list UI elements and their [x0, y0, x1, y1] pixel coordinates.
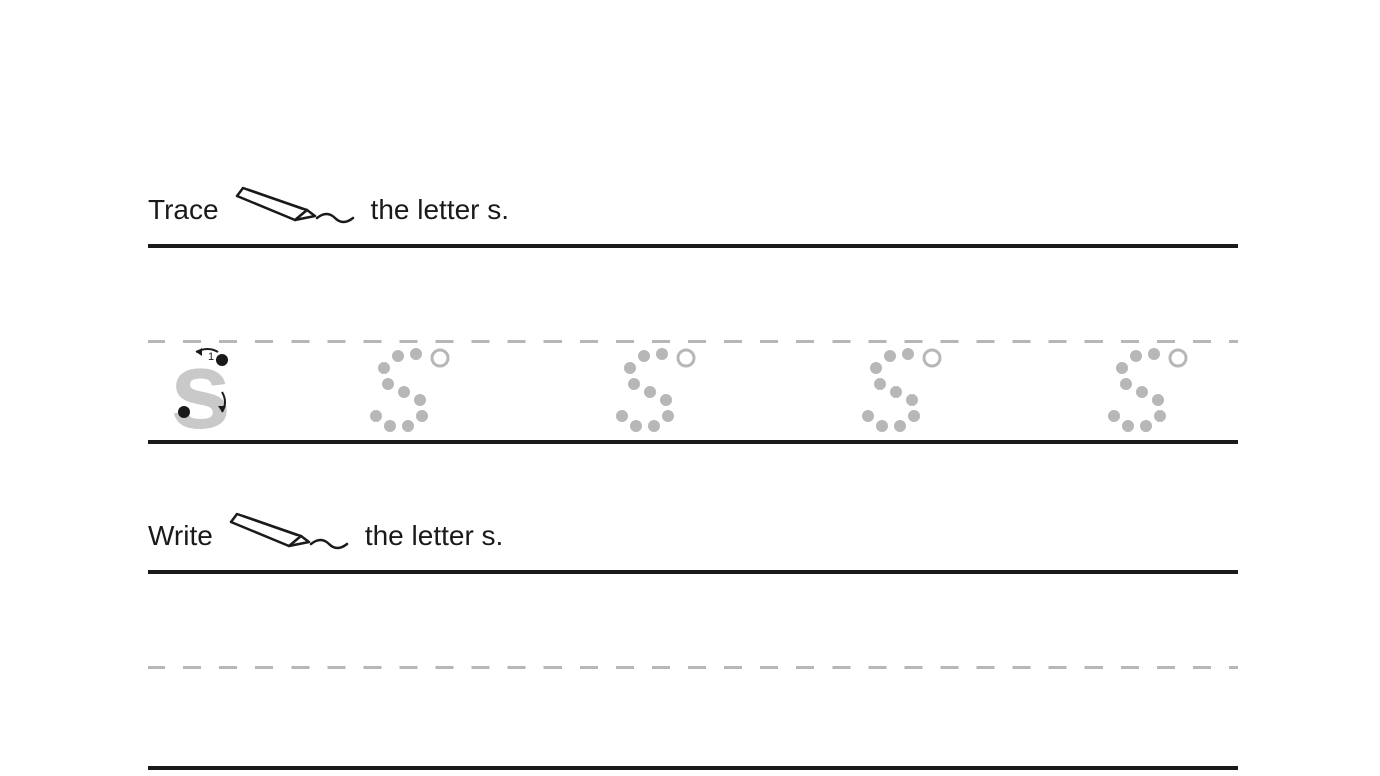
pencil-icon	[229, 512, 349, 552]
write-instruction: Write the letter s.	[148, 512, 503, 560]
svg-text:1: 1	[208, 351, 214, 363]
dotted-s-4	[1106, 346, 1196, 445]
trace-prefix: Trace	[148, 194, 219, 226]
trace-divider	[148, 244, 1238, 248]
dotted-s-3	[860, 346, 950, 445]
dotted-s-2	[614, 346, 704, 445]
write-writing-area	[148, 666, 1238, 770]
guide-letter-s: s 1	[166, 344, 246, 445]
midline-dashed	[148, 666, 1238, 669]
pencil-icon	[235, 186, 355, 226]
write-prefix: Write	[148, 520, 213, 552]
trace-writing-area: s 1	[148, 340, 1238, 444]
trace-instruction: Trace the letter s.	[148, 186, 509, 234]
midline-dashed	[148, 340, 1238, 343]
write-divider	[148, 570, 1238, 574]
trace-suffix: the letter s.	[371, 194, 510, 226]
write-suffix: the letter s.	[365, 520, 504, 552]
dotted-s-1	[368, 346, 458, 445]
baseline	[148, 766, 1238, 770]
